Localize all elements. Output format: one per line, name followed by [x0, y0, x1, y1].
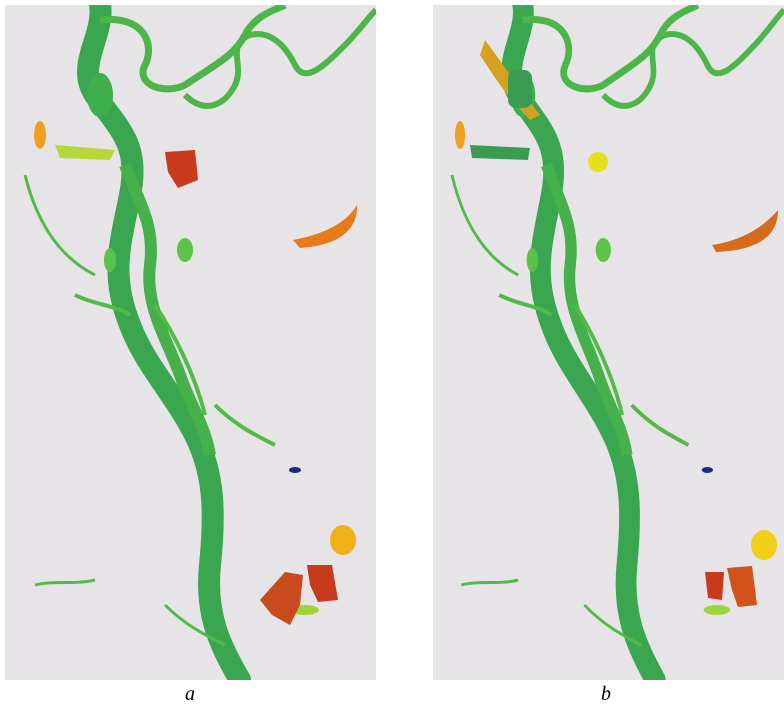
lake [455, 121, 465, 149]
panel-b [433, 5, 784, 680]
lake [330, 525, 356, 555]
lake [508, 70, 532, 108]
lake [751, 530, 777, 560]
lake [34, 121, 46, 149]
panel-label: b [601, 683, 611, 704]
panel-a [5, 5, 376, 680]
lake [705, 572, 724, 600]
panel-label: a [185, 683, 195, 704]
lake [588, 152, 608, 172]
page: a b (() => { const data = JSON.parse(doc… [0, 0, 784, 709]
figure: a b [0, 0, 784, 704]
